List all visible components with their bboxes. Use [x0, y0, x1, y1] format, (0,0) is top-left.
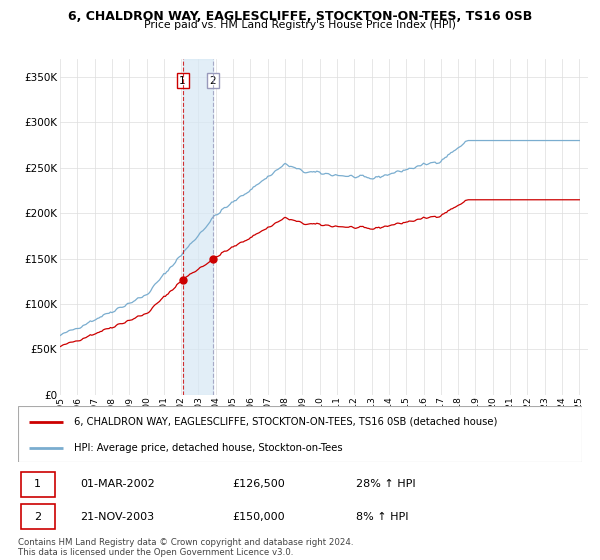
Text: 21-NOV-2003: 21-NOV-2003: [80, 512, 154, 522]
Text: Contains HM Land Registry data © Crown copyright and database right 2024.
This d: Contains HM Land Registry data © Crown c…: [18, 538, 353, 557]
Text: 1: 1: [179, 76, 186, 86]
Text: £126,500: £126,500: [232, 479, 285, 489]
Text: 6, CHALDRON WAY, EAGLESCLIFFE, STOCKTON-ON-TEES, TS16 0SB: 6, CHALDRON WAY, EAGLESCLIFFE, STOCKTON-…: [68, 10, 532, 22]
Text: £150,000: £150,000: [232, 512, 285, 522]
Text: 2: 2: [209, 76, 216, 86]
Text: 01-MAR-2002: 01-MAR-2002: [80, 479, 155, 489]
FancyBboxPatch shape: [18, 406, 582, 462]
Text: 28% ↑ HPI: 28% ↑ HPI: [356, 479, 416, 489]
Text: 6, CHALDRON WAY, EAGLESCLIFFE, STOCKTON-ON-TEES, TS16 0SB (detached house): 6, CHALDRON WAY, EAGLESCLIFFE, STOCKTON-…: [74, 417, 498, 427]
Bar: [182, 59, 213, 395]
Text: HPI: Average price, detached house, Stockton-on-Tees: HPI: Average price, detached house, Stoc…: [74, 443, 343, 453]
Text: 2: 2: [34, 512, 41, 522]
Text: 8% ↑ HPI: 8% ↑ HPI: [356, 512, 409, 522]
FancyBboxPatch shape: [21, 504, 55, 529]
FancyBboxPatch shape: [21, 472, 55, 497]
Text: 1: 1: [34, 479, 41, 489]
Text: Price paid vs. HM Land Registry's House Price Index (HPI): Price paid vs. HM Land Registry's House …: [144, 20, 456, 30]
